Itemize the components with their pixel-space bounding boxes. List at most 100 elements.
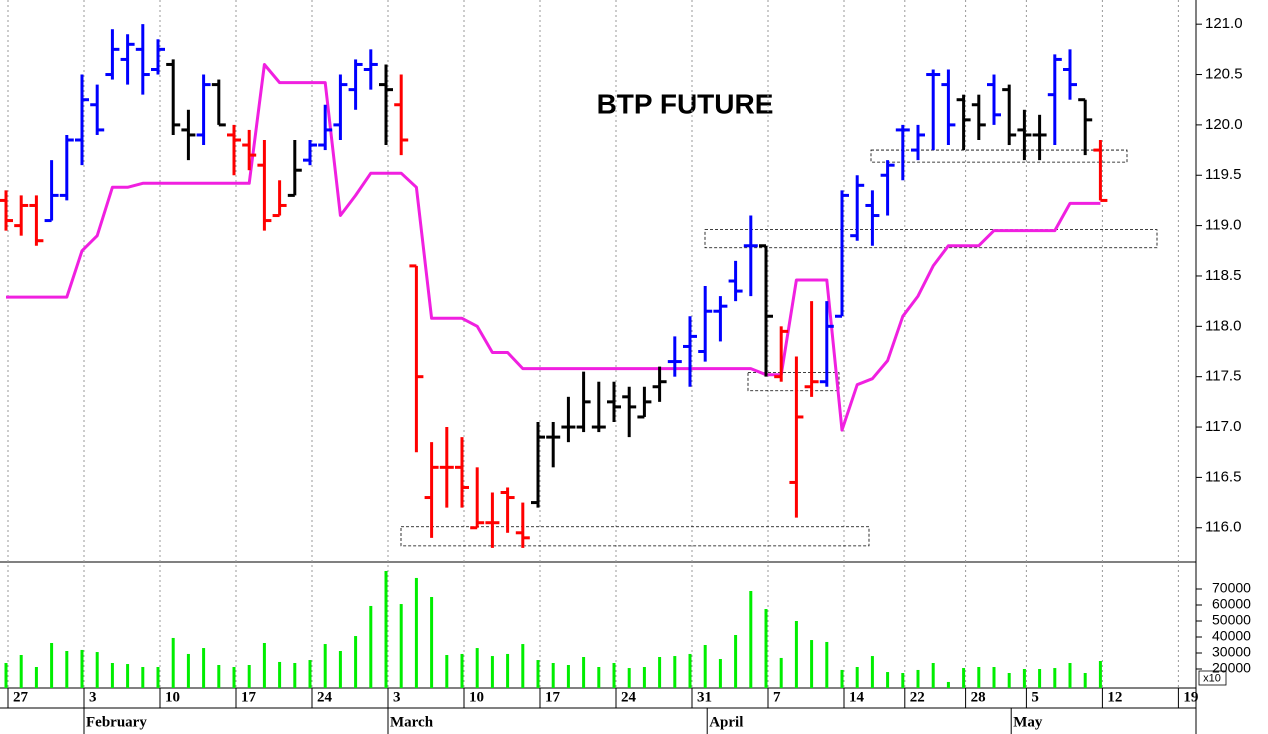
volume-bar xyxy=(490,656,494,688)
volume-bar xyxy=(202,648,206,688)
volume-y-tick-label: 30000 xyxy=(1212,644,1251,660)
volume-bar xyxy=(992,667,996,688)
x-tick-label: 17 xyxy=(545,689,561,705)
volume-bar xyxy=(749,591,753,688)
volume-bar xyxy=(566,665,570,688)
x-tick-label: 28 xyxy=(971,689,986,705)
volume-bar xyxy=(855,667,859,688)
volume-bar xyxy=(658,657,662,688)
y-tick-label: 118.5 xyxy=(1205,267,1241,284)
volume-bar xyxy=(916,669,920,688)
volume-bar xyxy=(946,681,950,688)
volume-bar xyxy=(886,672,890,688)
y-tick-label: 117.0 xyxy=(1205,418,1241,435)
volume-y-tick-label: 40000 xyxy=(1212,628,1251,644)
y-tick-label: 116.0 xyxy=(1205,519,1241,536)
y-tick-label: 116.5 xyxy=(1205,468,1241,485)
x-tick-label: 22 xyxy=(910,689,925,705)
volume-bar xyxy=(810,640,814,688)
volume-bar xyxy=(627,668,631,688)
volume-bar xyxy=(840,669,844,688)
x-tick-label: 3 xyxy=(393,689,401,705)
volume-bar xyxy=(156,667,160,688)
volume-bar xyxy=(384,571,388,688)
x-tick-label: 10 xyxy=(165,689,180,705)
volume-bar xyxy=(1053,668,1057,688)
volume-bar xyxy=(582,657,586,688)
volume-bar xyxy=(217,665,221,688)
x-tick-label: 24 xyxy=(317,689,333,705)
volume-bar xyxy=(65,651,69,688)
volume-bar xyxy=(171,637,175,688)
volume-bar xyxy=(354,636,358,688)
volume-bar xyxy=(1007,673,1011,688)
volume-bar xyxy=(247,665,251,688)
volume-bar xyxy=(612,663,616,688)
y-tick-label: 121.0 xyxy=(1205,15,1243,32)
volume-bar xyxy=(536,660,540,688)
x-tick-label: 7 xyxy=(773,689,781,705)
volume-bar xyxy=(126,664,130,688)
volume-bar xyxy=(779,657,783,688)
x-tick-label: 14 xyxy=(849,689,865,705)
volume-bar xyxy=(1022,669,1026,688)
volume-bar xyxy=(141,667,145,688)
y-tick-label: 118.0 xyxy=(1205,317,1241,334)
y-tick-label: 120.0 xyxy=(1205,116,1243,133)
scale-label: x10 xyxy=(1203,672,1221,684)
trend-line xyxy=(6,63,1101,432)
support-zone xyxy=(747,372,840,392)
volume-bar xyxy=(1038,669,1042,688)
chart-title: BTP FUTURE xyxy=(597,88,774,119)
x-tick-label: 17 xyxy=(241,689,257,705)
y-tick-label: 119.5 xyxy=(1205,166,1241,183)
volume-bar xyxy=(825,641,829,688)
x-tick-label: 19 xyxy=(1183,689,1198,705)
volume-bar xyxy=(764,609,768,688)
volume-bar xyxy=(962,668,966,688)
support-zone xyxy=(704,229,1158,249)
volume-y-tick-label: 70000 xyxy=(1212,580,1251,596)
volume-bar xyxy=(278,661,282,688)
volume-bar xyxy=(521,644,525,688)
volume-bar xyxy=(50,643,54,688)
volume-bar xyxy=(688,653,692,688)
volume-bar xyxy=(95,652,99,688)
volume-bar xyxy=(673,656,677,688)
volume-bar xyxy=(551,663,555,688)
volume-y-tick-label: 20000 xyxy=(1212,660,1251,676)
x-tick-label: 10 xyxy=(469,689,484,705)
month-label: February xyxy=(86,714,147,730)
volume-bar xyxy=(718,659,722,688)
volume-bar xyxy=(232,667,236,688)
x-tick-label: 24 xyxy=(621,689,637,705)
volume-bar xyxy=(4,663,8,688)
volume-bar xyxy=(262,643,266,688)
x-tick-label: 5 xyxy=(1031,689,1039,705)
volume-bar xyxy=(977,667,981,688)
volume-bar xyxy=(901,673,905,688)
x-tick-label: 31 xyxy=(697,689,712,705)
volume-bar xyxy=(734,635,738,688)
volume-bar xyxy=(186,653,190,688)
x-tick-label: 3 xyxy=(89,689,97,705)
volume-bar xyxy=(931,663,935,688)
volume-bar xyxy=(369,605,373,688)
volume-bar xyxy=(445,655,449,688)
volume-bar xyxy=(506,653,510,688)
month-label: April xyxy=(709,714,743,730)
volume-bar xyxy=(308,660,312,688)
volume-bar xyxy=(642,667,646,688)
volume-bar xyxy=(399,604,403,688)
y-tick-label: 119.0 xyxy=(1205,217,1241,234)
x-tick-label: 27 xyxy=(13,689,29,705)
volume-bar xyxy=(338,651,342,688)
volume-bar xyxy=(414,577,418,688)
x-tick-label: 12 xyxy=(1107,689,1122,705)
volume-bar xyxy=(323,644,327,688)
volume-bar xyxy=(475,648,479,688)
volume-y-tick-label: 50000 xyxy=(1212,612,1251,628)
scale-label-box xyxy=(1198,670,1227,686)
y-tick-label: 117.5 xyxy=(1205,368,1241,385)
